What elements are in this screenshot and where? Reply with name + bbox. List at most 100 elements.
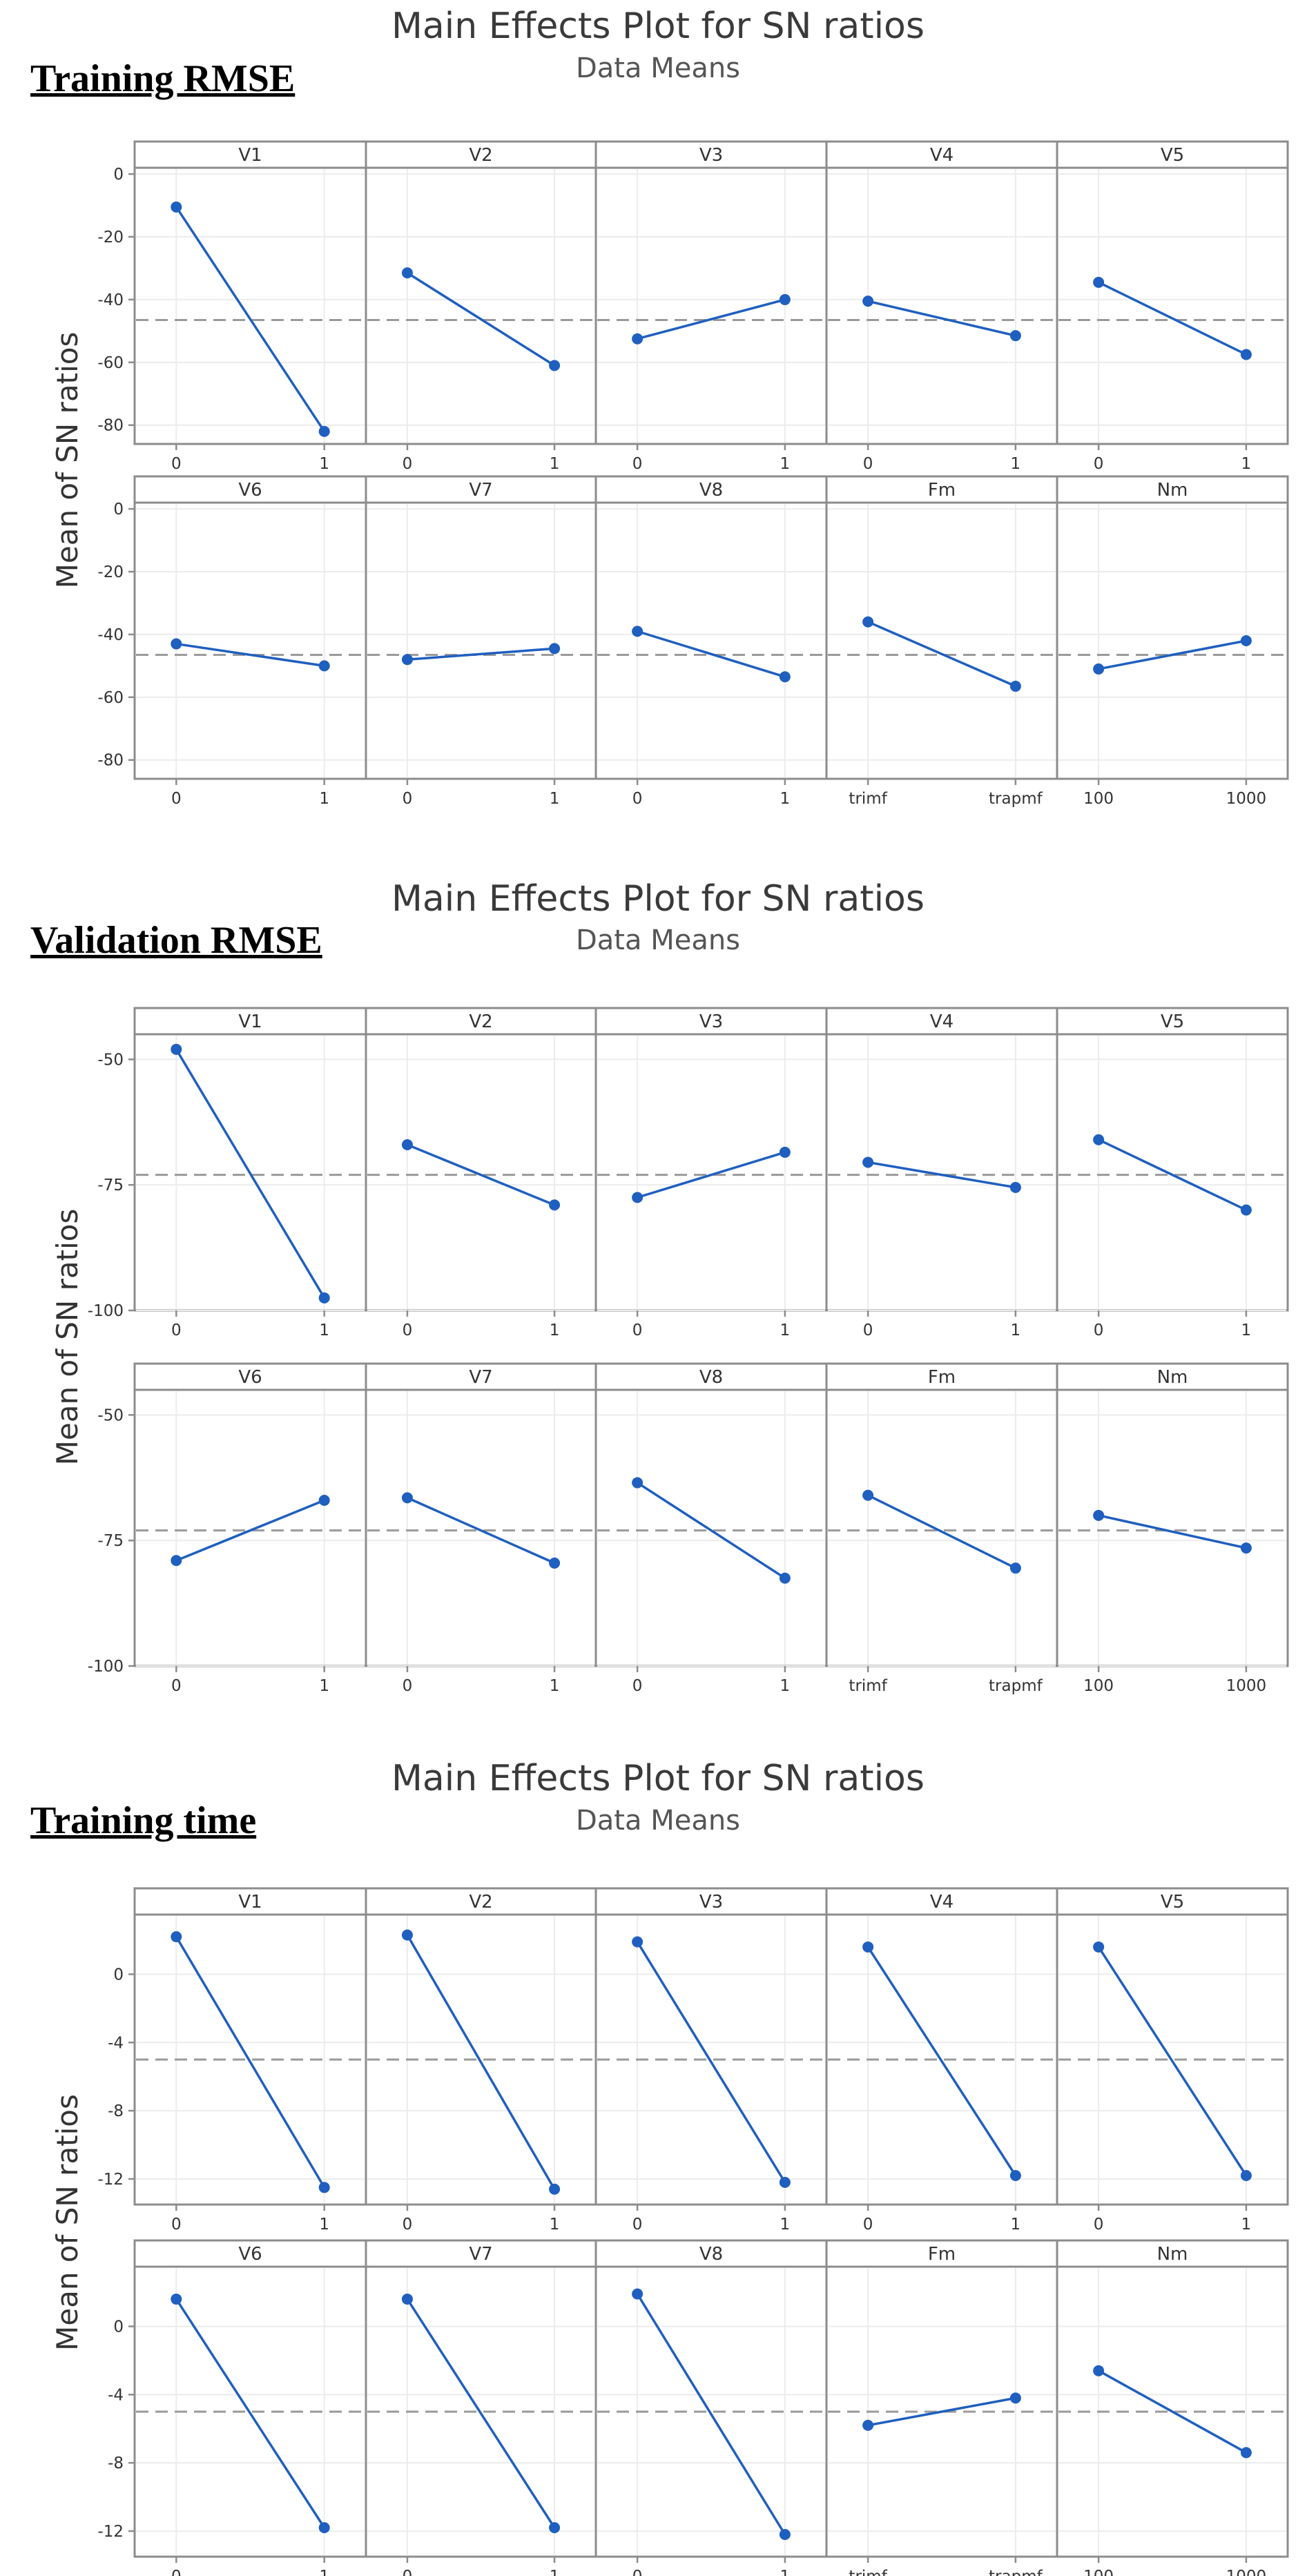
panel-header [825,1362,1058,1391]
effect-line [407,271,555,367]
panel-label: V1 [238,1892,262,1912]
panel-frame [825,1887,1058,2206]
x-tick-label: 1 [319,790,329,808]
x-tick-label: 0 [403,1677,413,1695]
panel-header [365,140,597,169]
panel-nm: Nm 100 1000 [1056,475,1289,808]
panel-header [594,475,828,504]
x-tick-label: 100 [1083,790,1114,808]
x-tick-label: 100 [1083,2568,1114,2576]
panel-frame [594,1007,828,1312]
panel-v6: V6 0 1 0 -20 -40 -60 -80 [97,475,367,808]
x-tick-label: 0 [403,2216,413,2234]
effect-line [636,1941,786,2183]
y-tick-label: -50 [97,1051,124,1069]
effect-line [867,1494,1016,1569]
effect-line [407,1496,555,1565]
y-tick-label: -20 [97,229,124,246]
data-point [171,1043,182,1055]
chart-subtitle: Data Means [575,52,741,84]
data-point [862,296,874,307]
x-tick-label: 0 [632,1677,643,1695]
x-tick-label: 1 [780,2216,791,2234]
effect-line [637,630,786,678]
data-point [1093,1941,1105,1953]
effect-line [175,1048,326,1299]
data-point [632,333,644,345]
panel-label: V3 [699,1011,723,1032]
panel-v4: V4 0 1 [825,140,1058,473]
effect-line [867,2396,1016,2427]
x-tick-label: 1 [319,2216,329,2234]
data-point [1240,2170,1252,2181]
panel-frame [133,2239,367,2558]
y-tick-label: -8 [108,2454,124,2472]
x-tick-label: 1 [780,455,791,473]
x-tick-label: 0 [1094,2216,1104,2234]
chart-subtitle: Data Means [575,924,741,956]
panel-v5: V5 0 1 [1056,140,1289,473]
data-point [862,2419,874,2431]
effect-line [1098,2370,1247,2454]
main-effects-chart: Mean of SN ratios V1 0 1 0 -4 -8 -12 V2 0 1 V3 0 1 V4 0… [50,1887,1289,2576]
data-point [1009,2392,1021,2404]
x-tick-label: 0 [171,455,182,473]
panel-label: V2 [469,1011,492,1032]
data-point [1093,2365,1105,2376]
x-tick-label: 1 [319,1321,329,1339]
data-point [1093,1134,1105,1145]
y-tick-label: -40 [97,291,124,309]
effect-line [867,300,1016,337]
effect-line [407,647,555,661]
panel-label: Fm [928,1367,956,1388]
panel-frame [365,140,597,445]
panel-v7: V7 0 1 [365,475,597,808]
panel-frame [1056,1007,1289,1312]
y-tick-label: -12 [97,2171,124,2189]
effect-line [867,1946,1017,2176]
y-tick-label: -20 [97,563,124,581]
x-tick-label: 1 [780,1677,791,1695]
data-point [1009,1562,1021,1574]
y-tick-label: -4 [108,2386,124,2404]
y-tick-label: -12 [97,2523,124,2541]
data-point [1009,680,1021,692]
panel-v2: V2 0 1 [365,140,597,473]
data-point [549,2522,561,2533]
training-rmse-section: Main Effects Plot for SN ratios Data Mea… [0,0,1316,808]
effect-line [175,1936,326,2189]
x-tick-label: 1 [1241,2216,1252,2234]
panel-v8: V8 0 1 [594,2239,828,2576]
section-label: Training time [30,1799,257,1842]
panel-label: V3 [699,145,723,166]
data-point [862,1941,874,1953]
panel-frame [365,1007,597,1312]
panel-v1: V1 0 1 -50 -75 -100 [88,1007,367,1339]
x-tick-label: 1000 [1226,1677,1267,1695]
panel-header [825,1007,1058,1036]
x-tick-label: 1 [550,1321,560,1339]
panel-header [365,1362,597,1391]
x-tick-label: trimf [849,1677,887,1695]
panel-header [594,140,828,169]
panel-v6: V6 0 1 -50 -75 -100 [88,1362,367,1695]
effect-line [407,1143,555,1206]
x-tick-label: 1 [550,2568,560,2576]
x-tick-label: 1 [550,790,560,808]
y-tick-label: -80 [97,417,124,435]
panel-v2: V2 0 1 [365,1007,597,1339]
panel-frame [1056,1362,1289,1667]
panel-frame [133,1887,367,2206]
data-point [318,1495,330,1506]
data-point [171,638,182,650]
x-tick-label: 1 [780,2568,791,2576]
effect-line [637,298,786,340]
panel-frame [365,2239,597,2558]
panel-frame [365,475,597,780]
panel-frame [594,1887,828,2206]
panel-label: V4 [930,1011,954,1032]
data-point [632,626,644,637]
y-tick-label: 0 [113,166,124,184]
panel-label: Nm [1157,2244,1188,2265]
panel-v8: V8 0 1 [594,475,828,808]
